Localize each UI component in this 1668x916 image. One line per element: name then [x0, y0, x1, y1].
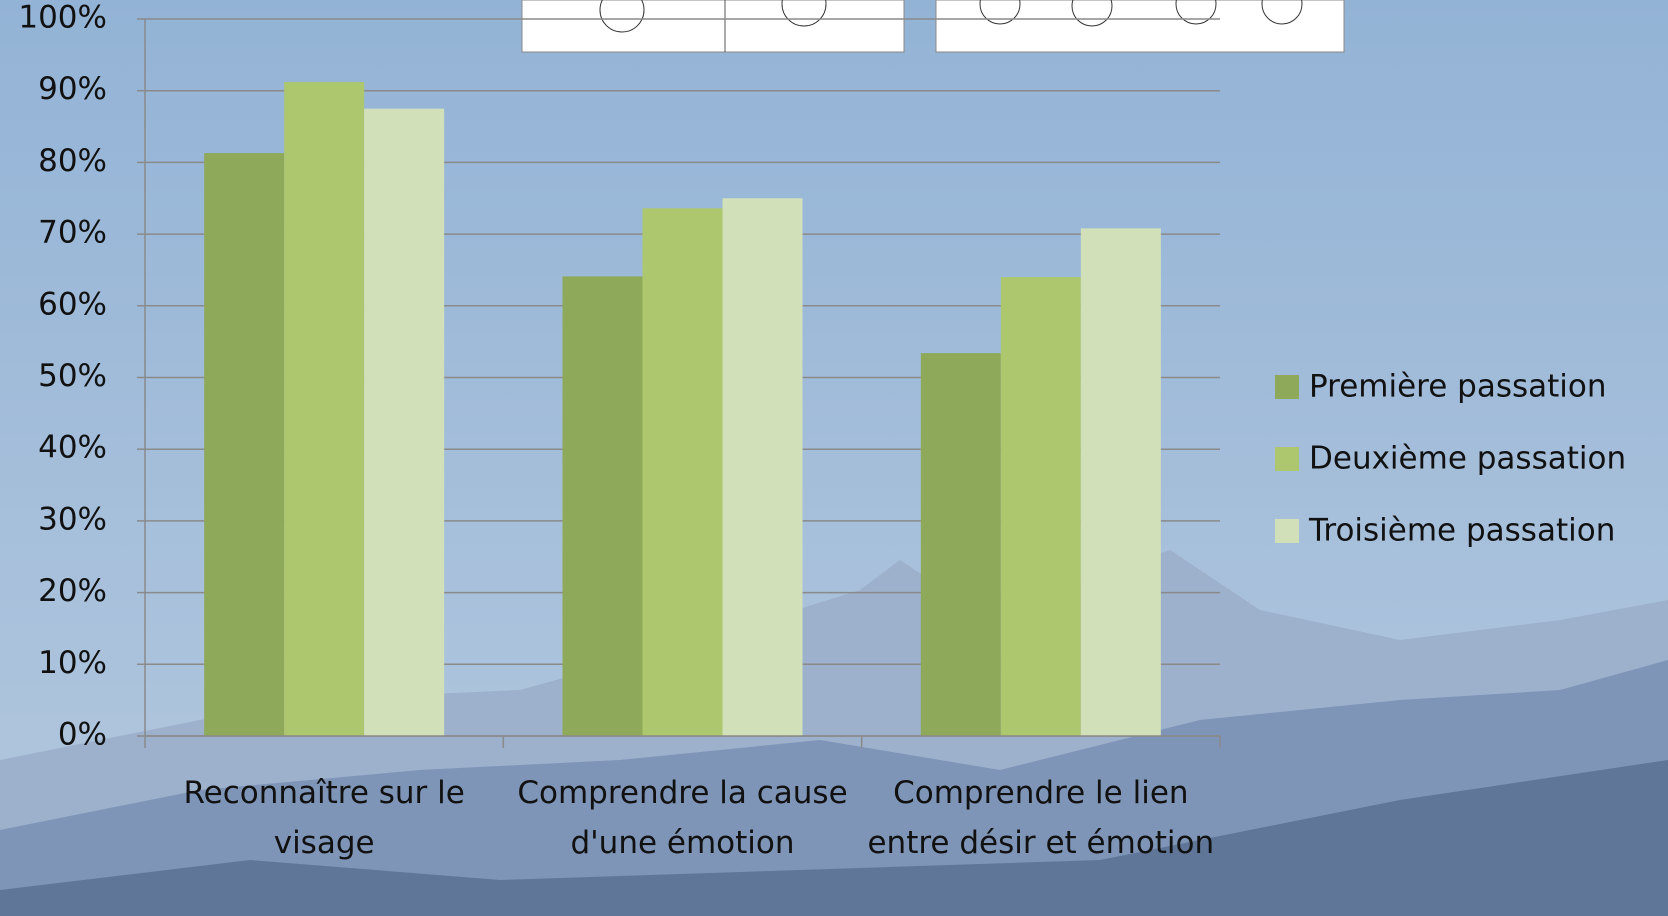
- y-tick-label: 40%: [38, 430, 107, 466]
- legend-label: Deuxième passation: [1309, 441, 1626, 477]
- slide: 0% 10% 20% 30% 40% 50% 60% 70% 80% 90% 100% Premièr…: [0, 0, 1668, 916]
- y-tick-label: 70%: [38, 215, 107, 251]
- bar: [643, 208, 723, 736]
- bar: [204, 153, 284, 736]
- legend-label: Première passation: [1309, 369, 1607, 405]
- y-tick-label: 100%: [18, 0, 107, 36]
- legend-label: Troisième passation: [1308, 513, 1615, 549]
- y-tick-label: 30%: [38, 501, 107, 537]
- x-tick-label: Comprendre la cause d'une émotion: [508, 768, 858, 868]
- y-tick-label: 20%: [38, 573, 107, 609]
- legend-swatch: [1275, 447, 1299, 471]
- illustration: [522, 0, 904, 52]
- bar: [284, 82, 364, 736]
- y-tick-label: 10%: [38, 645, 107, 681]
- y-tick-label: 80%: [38, 143, 107, 179]
- bar: [723, 198, 803, 736]
- legend-swatch: [1275, 519, 1299, 543]
- y-tick-label: 60%: [38, 286, 107, 322]
- legend-swatch: [1275, 375, 1299, 399]
- bar: [563, 276, 643, 736]
- bar: [1001, 277, 1081, 736]
- y-tick-label: 90%: [38, 71, 107, 107]
- illustration: [936, 0, 1344, 52]
- y-tick-label: 0%: [58, 717, 107, 753]
- bar: [921, 353, 1001, 736]
- x-tick-label: Reconnaître sur le visage: [149, 768, 499, 868]
- bar: [1081, 228, 1161, 736]
- page: {"chart_data": {"type": "bar", "categori…: [0, 0, 1668, 916]
- x-tick-label: Comprendre le lien entre désir et émotio…: [866, 768, 1216, 868]
- y-tick-label: 50%: [38, 358, 107, 394]
- bar: [364, 109, 444, 736]
